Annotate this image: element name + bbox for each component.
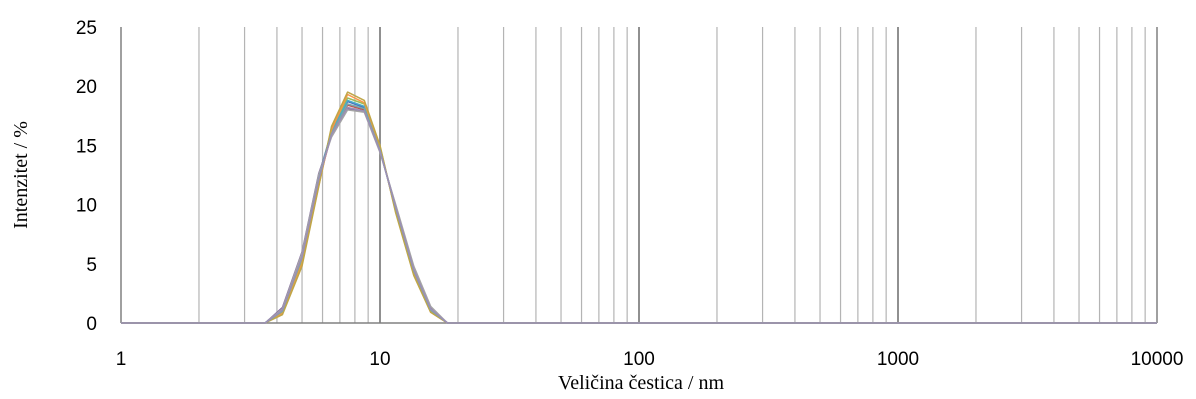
- series-lines: [121, 91, 1157, 324]
- y-tick-label: 10: [76, 196, 97, 217]
- y-tick-label: 5: [86, 255, 97, 276]
- x-tick-label: 100: [623, 349, 655, 370]
- x-tick-label: 1000: [877, 349, 919, 370]
- x-axis-title: Veličina čestica / nm: [558, 372, 724, 394]
- y-tick-label: 0: [86, 314, 97, 335]
- tick-labels: 0 5 10 15 20 25 1 10 100 1000 10000: [76, 18, 1184, 370]
- y-tick-label: 20: [76, 77, 97, 98]
- y-tick-label: 15: [76, 136, 97, 157]
- y-tick-label: 25: [76, 18, 97, 39]
- series-line-8: [121, 91, 1157, 324]
- y-axis-title: Intenzitet / %: [10, 121, 32, 229]
- x-tick-label: 10: [369, 349, 390, 370]
- x-tick-label: 10000: [1131, 349, 1184, 370]
- series-line-10: [121, 106, 1157, 324]
- x-tick-label: 1: [116, 349, 127, 370]
- grid-lines: [120, 27, 1158, 323]
